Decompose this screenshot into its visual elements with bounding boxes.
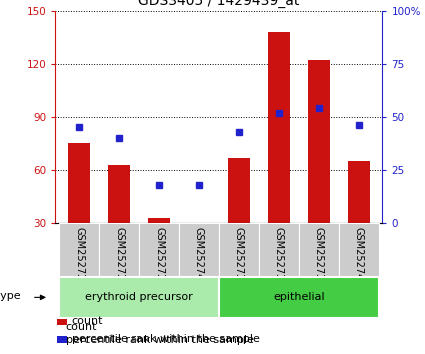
Text: GSM252741: GSM252741 [354, 227, 363, 287]
Bar [348, 161, 369, 223]
Bar [268, 32, 290, 223]
Text: count: count [71, 316, 103, 326]
Bar [339, 223, 379, 276]
Bar [59, 277, 219, 318]
Text: GSM252734: GSM252734 [74, 227, 84, 287]
Bar [228, 158, 250, 223]
Bar [139, 223, 179, 276]
Bar [59, 223, 99, 276]
Text: GSM252739: GSM252739 [314, 227, 324, 287]
Bar [57, 317, 67, 325]
Text: count: count [66, 322, 97, 332]
Bar [68, 143, 90, 223]
Text: percentile rank within the sample: percentile rank within the sample [71, 335, 260, 344]
Text: epithelial: epithelial [273, 292, 325, 302]
Text: GSM252738: GSM252738 [154, 227, 164, 287]
Text: percentile rank within the sample: percentile rank within the sample [66, 335, 254, 345]
Bar [148, 218, 170, 223]
Bar [99, 223, 139, 276]
Title: GDS3405 / 1429439_at: GDS3405 / 1429439_at [138, 0, 300, 8]
Text: cell type: cell type [0, 291, 20, 301]
Text: GSM252737: GSM252737 [274, 227, 284, 287]
Text: GSM252736: GSM252736 [114, 227, 124, 287]
Bar [308, 60, 330, 223]
Text: erythroid precursor: erythroid precursor [85, 292, 193, 302]
Bar [57, 336, 67, 343]
Bar [259, 223, 299, 276]
Bar [179, 223, 219, 276]
Bar [108, 165, 130, 223]
Text: GSM252735: GSM252735 [234, 227, 244, 287]
Bar [219, 223, 259, 276]
Bar [299, 223, 339, 276]
Text: GSM252740: GSM252740 [194, 227, 204, 287]
Bar [219, 277, 379, 318]
